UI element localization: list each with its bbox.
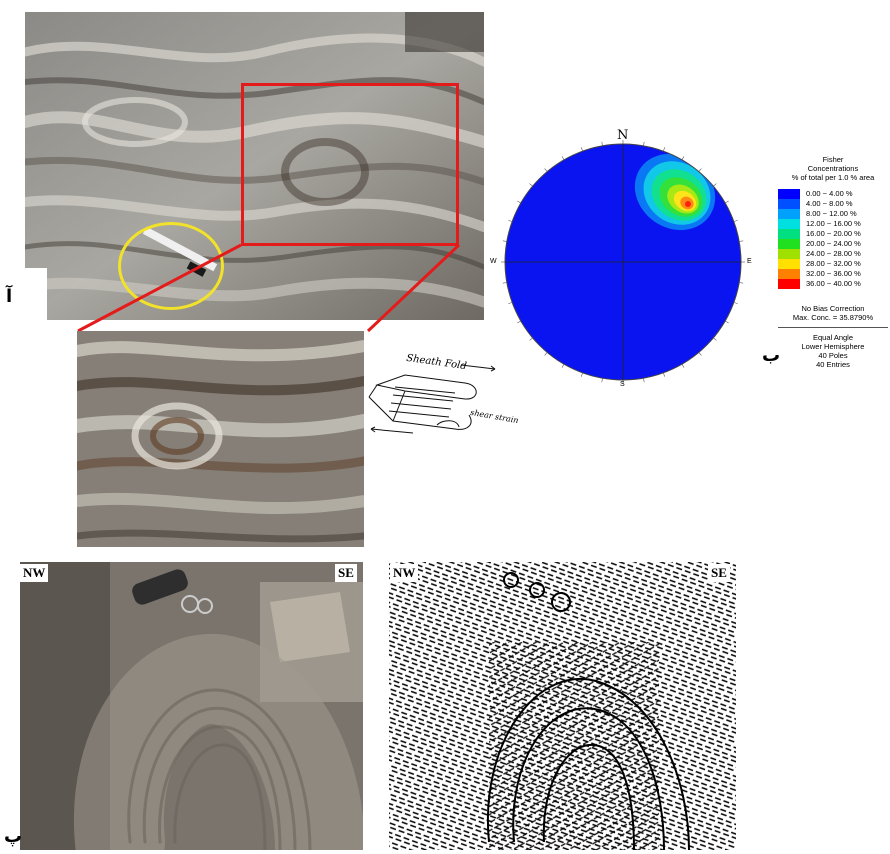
max-conc-note: Max. Conc. = 35.8790%	[792, 313, 874, 322]
perimeter-tick	[508, 219, 513, 222]
legend-swatch	[778, 259, 800, 269]
bias-note: No Bias Correction	[801, 304, 865, 313]
legend-label: 0.00 ~ 4.00 %	[806, 189, 853, 198]
fold-photo-edge	[389, 562, 736, 850]
perimeter-tick	[739, 240, 744, 242]
perimeter-tick	[529, 183, 533, 187]
panel-label-b: ب	[762, 345, 781, 366]
density-contours	[634, 153, 716, 231]
legend-swatch	[778, 219, 800, 229]
legend-swatch	[778, 209, 800, 219]
outcrop-photo-main	[25, 12, 484, 320]
perimeter-tick	[601, 141, 603, 146]
panel-a-label-bg	[0, 268, 47, 324]
nw-tag-right: NW	[390, 564, 419, 582]
stereonet-west-label: W	[490, 258, 497, 265]
legend-label: 8.00 ~ 12.00 %	[806, 209, 857, 218]
perimeter-tick	[502, 240, 507, 242]
stereonet-south-label: S	[620, 381, 625, 388]
projection-notes: Equal Angle Lower Hemisphere 40 Poles 40…	[776, 333, 890, 369]
stereonet-north-label: N	[617, 128, 629, 143]
legend-label: 20.00 ~ 24.00 %	[806, 239, 861, 248]
legend-swatch	[778, 229, 800, 239]
perimeter-tick	[713, 183, 717, 187]
perimeter-tick	[733, 302, 738, 305]
legend-title: Fisher Concentrations % of total per 1.0…	[776, 155, 890, 182]
legend-swatch	[778, 249, 800, 259]
pocket-knife	[132, 569, 213, 614]
stereonet-east-label: E	[747, 258, 752, 265]
projection-note: Equal Angle	[812, 333, 854, 342]
perimeter-tick	[698, 168, 702, 172]
legend-label: 4.00 ~ 8.00 %	[806, 199, 853, 208]
perimeter-tick	[502, 282, 507, 284]
panel-label-a: آ	[6, 286, 13, 307]
legend-swatch	[778, 199, 800, 209]
legend-swatch	[778, 279, 800, 289]
se-tag-left: SE	[335, 564, 357, 582]
perimeter-tick	[733, 219, 738, 222]
legend-notes: No Bias Correction Max. Conc. = 35.8790%	[776, 304, 890, 322]
perimeter-tick	[643, 141, 645, 146]
entries-note: 40 Entries	[816, 360, 850, 369]
perimeter-tick	[698, 352, 702, 356]
perimeter-tick	[544, 168, 548, 172]
perimeter-tick	[713, 337, 717, 341]
perimeter-tick	[580, 372, 583, 377]
perimeter-tick	[561, 156, 565, 160]
legend-swatch	[778, 239, 800, 249]
perimeter-tick	[529, 337, 533, 341]
legend-swatch	[778, 269, 800, 279]
legend-label: 32.00 ~ 36.00 %	[806, 269, 861, 278]
perimeter-tick	[601, 378, 603, 383]
perimeter-tick	[561, 364, 565, 368]
legend-label: 36.00 ~ 40.00 %	[806, 279, 861, 288]
stereonet	[501, 140, 745, 384]
se-tag-right: SE	[708, 564, 730, 582]
legend-label: 16.00 ~ 20.00 %	[806, 229, 861, 238]
hemisphere-note: Lower Hemisphere	[801, 342, 865, 351]
sheath-fold-sketch	[368, 364, 496, 434]
legend-swatch	[778, 189, 800, 199]
perimeter-tick	[580, 147, 583, 152]
perimeter-tick	[739, 282, 744, 284]
perimeter-tick	[725, 320, 729, 324]
fold-photo-color	[20, 562, 363, 850]
legend-title-line-2: Concentrations	[807, 164, 859, 173]
perimeter-tick	[544, 352, 548, 356]
legend-label: 28.00 ~ 32.00 %	[806, 259, 861, 268]
perimeter-tick	[643, 378, 645, 383]
legend-title-line-3: % of total per 1.0 % area	[791, 173, 875, 182]
pen-highlight-ellipse	[118, 222, 224, 310]
nw-tag-left: NW	[20, 564, 49, 582]
perimeter-tick	[663, 147, 666, 152]
panel-label-c: پ	[4, 826, 23, 847]
perimeter-tick	[725, 200, 729, 204]
legend-title-line-1: Fisher	[822, 155, 844, 164]
perimeter-tick	[681, 364, 685, 368]
perimeter-tick	[663, 372, 666, 377]
perimeter-tick	[517, 320, 521, 324]
zoom-box	[241, 83, 459, 246]
legend-label: 24.00 ~ 28.00 %	[806, 249, 861, 258]
perimeter-tick	[508, 302, 513, 305]
poles-note: 40 Poles	[818, 351, 848, 360]
perimeter-tick	[681, 156, 685, 160]
legend-divider	[778, 327, 888, 328]
perimeter-tick	[517, 200, 521, 204]
legend-label: 12.00 ~ 16.00 %	[806, 219, 861, 228]
outcrop-photo-zoom	[77, 331, 364, 547]
